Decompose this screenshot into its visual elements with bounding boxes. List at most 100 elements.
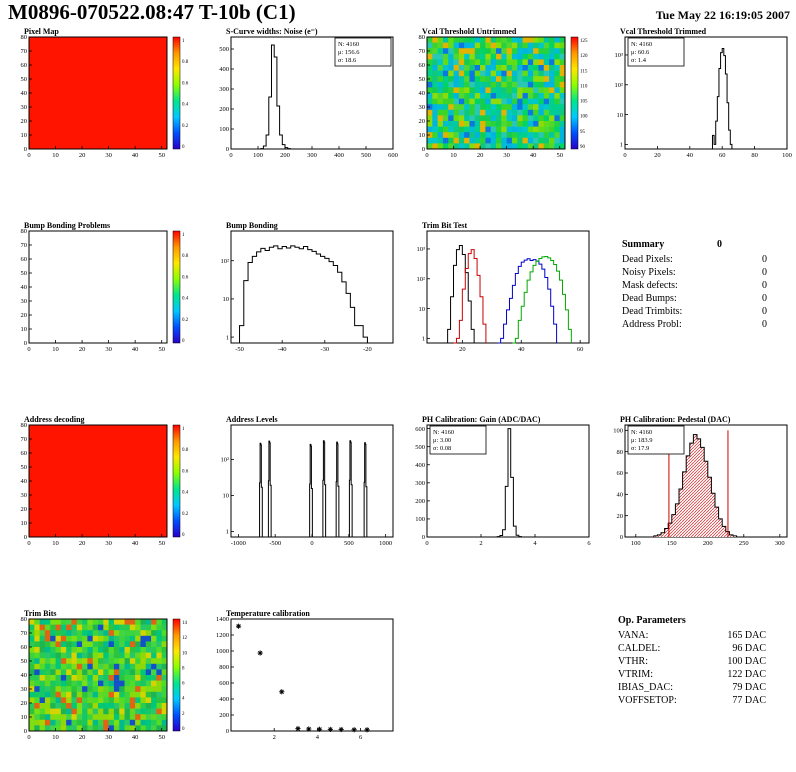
svg-text:30: 30: [105, 152, 112, 159]
svg-text:400: 400: [219, 66, 229, 73]
summary-value: 0: [762, 293, 767, 304]
svg-text:50: 50: [158, 346, 165, 353]
svg-text:4: 4: [316, 734, 320, 741]
svg-text:100: 100: [782, 152, 792, 159]
summary-row: Noisy Pixels: 0: [622, 266, 767, 279]
svg-text:100: 100: [631, 540, 641, 547]
svg-text:0.8: 0.8: [182, 60, 189, 65]
chart-address-levels: Address Levels -1000 -500 0 500 1000 1 10 10²: [204, 414, 402, 557]
svg-text:10: 10: [52, 152, 59, 159]
svg-text:0: 0: [182, 727, 185, 732]
svg-text:50: 50: [419, 76, 426, 83]
svg-text:Address decoding: Address decoding: [24, 415, 85, 424]
svg-text:0.8: 0.8: [182, 254, 189, 259]
page-title: M0896-070522.08:47 T-10b (C1): [8, 0, 296, 24]
op-parameter-label: VTRIM:: [618, 669, 653, 680]
svg-text:20: 20: [79, 346, 86, 353]
svg-text:50: 50: [158, 734, 165, 741]
svg-text:σ: 1.4: σ: 1.4: [631, 57, 647, 64]
svg-text:0: 0: [310, 540, 313, 547]
svg-text:50: 50: [158, 540, 165, 547]
svg-text:70: 70: [21, 630, 28, 637]
svg-text:200: 200: [703, 540, 713, 547]
svg-text:100: 100: [219, 126, 229, 133]
svg-text:60: 60: [21, 450, 28, 457]
svg-text:20: 20: [79, 152, 86, 159]
summary-label: Address Probl:: [622, 319, 682, 330]
svg-text:800: 800: [219, 664, 229, 671]
op-parameter-label: VOFFSETOP:: [618, 695, 677, 706]
svg-text:80: 80: [21, 228, 28, 235]
svg-text:N: 4160: N: 4160: [631, 41, 652, 48]
svg-text:40: 40: [132, 152, 139, 159]
svg-text:250: 250: [739, 540, 749, 547]
svg-text:100: 100: [613, 428, 623, 435]
svg-text:20: 20: [21, 700, 28, 707]
chart-pixel-map: Pixel Map 0 10 20 30 40 50 0 10 20 30 40 50 60 70 80 1 0.…: [2, 26, 200, 169]
svg-text:0.4: 0.4: [182, 297, 189, 302]
svg-text:300: 300: [775, 540, 785, 547]
op-parameters-header: Op. Parameters: [618, 614, 766, 627]
svg-text:Vcal Threshold Trimmed: Vcal Threshold Trimmed: [620, 27, 707, 36]
svg-text:μ: 156.6: μ: 156.6: [338, 49, 360, 56]
summary-label: Dead Pixels:: [622, 254, 673, 265]
svg-text:0.6: 0.6: [182, 275, 189, 280]
op-parameter-value: 96 DAC: [732, 643, 766, 654]
op-parameter-value: 165 DAC: [727, 630, 766, 641]
svg-text:40: 40: [21, 672, 28, 679]
op-parameter-row: VTHR: 100 DAC: [618, 655, 766, 668]
svg-text:400: 400: [334, 152, 344, 159]
svg-text:10: 10: [617, 112, 624, 119]
svg-text:2: 2: [273, 734, 276, 741]
svg-text:70: 70: [21, 436, 28, 443]
svg-text:N: 4160: N: 4160: [338, 41, 359, 48]
svg-text:0.8: 0.8: [182, 448, 189, 453]
svg-text:8: 8: [182, 666, 185, 671]
svg-text:600: 600: [388, 152, 398, 159]
svg-text:1000: 1000: [216, 648, 229, 655]
svg-text:2: 2: [182, 712, 185, 717]
svg-text:Pixel Map: Pixel Map: [24, 27, 59, 36]
summary-row: Dead Trimbits: 0: [622, 305, 767, 318]
svg-text:0: 0: [226, 728, 229, 735]
svg-text:0: 0: [226, 146, 229, 153]
svg-text:2: 2: [479, 540, 482, 547]
svg-text:10²: 10²: [221, 258, 230, 265]
svg-text:-40: -40: [278, 346, 287, 353]
svg-text:10: 10: [419, 132, 426, 139]
svg-text:60: 60: [21, 62, 28, 69]
op-parameter-value: 122 DAC: [727, 669, 766, 680]
svg-text:50: 50: [21, 270, 28, 277]
svg-text:0: 0: [27, 152, 30, 159]
svg-text:200: 200: [219, 106, 229, 113]
svg-text:6: 6: [587, 540, 591, 547]
svg-text:1: 1: [620, 142, 623, 149]
svg-text:80: 80: [751, 152, 758, 159]
summary-row: Mask defects: 0: [622, 279, 767, 292]
svg-text:20: 20: [617, 513, 624, 520]
svg-text:200: 200: [280, 152, 290, 159]
svg-text:30: 30: [21, 298, 28, 305]
svg-text:80: 80: [419, 34, 426, 41]
svg-text:40: 40: [21, 90, 28, 97]
svg-text:10: 10: [223, 493, 230, 500]
op-parameter-row: IBIAS_DAC: 79 DAC: [618, 681, 766, 694]
svg-text:S-Curve widths: Noise (e⁻): S-Curve widths: Noise (e⁻): [226, 27, 318, 36]
svg-text:0: 0: [425, 540, 428, 547]
svg-text:0.4: 0.4: [182, 491, 189, 496]
chart-trim-bits: Trim Bits 0 10 20 30 40 50 0 10 20 30 40 50 60 70 80 14 1…: [2, 608, 200, 751]
svg-text:110: 110: [580, 84, 588, 89]
svg-text:4: 4: [533, 540, 537, 547]
svg-text:10: 10: [419, 306, 426, 313]
svg-text:1200: 1200: [216, 632, 229, 639]
svg-text:0: 0: [24, 146, 27, 153]
svg-text:105: 105: [580, 100, 588, 105]
svg-text:50: 50: [21, 658, 28, 665]
chart-bump-bonding: Bump Bonding -50 -40 -30 -20 1 10 10²: [204, 220, 402, 363]
summary-value: 0: [762, 254, 767, 265]
svg-text:0: 0: [182, 533, 185, 538]
svg-text:20: 20: [477, 152, 484, 159]
svg-text:80: 80: [21, 616, 28, 623]
svg-text:0: 0: [27, 346, 30, 353]
svg-text:60: 60: [719, 152, 726, 159]
